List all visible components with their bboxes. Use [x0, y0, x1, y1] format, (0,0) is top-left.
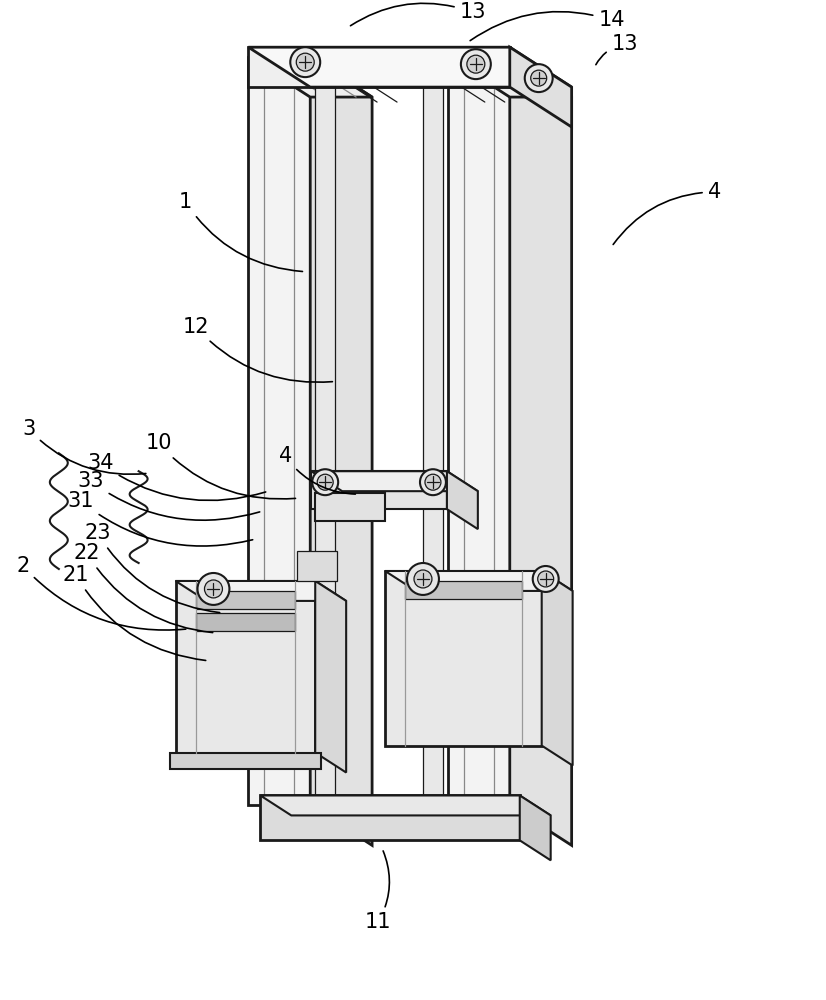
- Polygon shape: [510, 57, 572, 845]
- Polygon shape: [510, 47, 572, 127]
- Polygon shape: [311, 57, 372, 845]
- Polygon shape: [423, 62, 443, 800]
- Circle shape: [205, 580, 222, 598]
- Circle shape: [525, 64, 553, 92]
- Text: 11: 11: [365, 851, 392, 932]
- Text: 2: 2: [17, 556, 186, 630]
- Circle shape: [414, 570, 432, 588]
- Circle shape: [531, 70, 547, 86]
- Text: 14: 14: [470, 10, 624, 41]
- Polygon shape: [448, 57, 572, 97]
- Circle shape: [407, 563, 439, 595]
- Polygon shape: [249, 47, 572, 87]
- Circle shape: [538, 571, 553, 587]
- Polygon shape: [260, 795, 551, 815]
- Polygon shape: [249, 47, 510, 87]
- Circle shape: [290, 47, 320, 77]
- Polygon shape: [405, 581, 522, 599]
- Text: 34: 34: [88, 453, 266, 500]
- Polygon shape: [297, 551, 337, 581]
- Polygon shape: [176, 581, 316, 753]
- Polygon shape: [520, 795, 551, 860]
- Text: 31: 31: [68, 491, 253, 546]
- Text: 1: 1: [179, 192, 302, 271]
- Text: 21: 21: [63, 565, 206, 660]
- Text: 3: 3: [22, 419, 146, 474]
- Polygon shape: [311, 471, 478, 491]
- Text: 13: 13: [596, 34, 638, 65]
- Polygon shape: [542, 571, 572, 766]
- Text: 13: 13: [350, 2, 487, 26]
- Text: 12: 12: [183, 317, 332, 382]
- Circle shape: [317, 474, 333, 490]
- Polygon shape: [385, 571, 542, 746]
- Polygon shape: [447, 471, 478, 529]
- Circle shape: [425, 474, 441, 490]
- Polygon shape: [385, 571, 572, 591]
- Polygon shape: [316, 493, 385, 521]
- Text: 23: 23: [84, 523, 220, 613]
- Circle shape: [461, 49, 491, 79]
- Text: 22: 22: [74, 543, 212, 633]
- Circle shape: [420, 469, 446, 495]
- Polygon shape: [169, 753, 321, 769]
- Text: 10: 10: [145, 433, 296, 499]
- Polygon shape: [176, 581, 346, 601]
- Circle shape: [297, 53, 314, 71]
- Text: 4: 4: [613, 182, 721, 244]
- Text: 4: 4: [278, 446, 355, 494]
- Polygon shape: [196, 591, 295, 609]
- Polygon shape: [249, 57, 311, 805]
- Polygon shape: [316, 62, 335, 800]
- Circle shape: [533, 566, 558, 592]
- Polygon shape: [311, 471, 447, 509]
- Polygon shape: [316, 581, 346, 773]
- Polygon shape: [260, 795, 520, 840]
- Polygon shape: [448, 57, 510, 805]
- Circle shape: [312, 469, 338, 495]
- Circle shape: [197, 573, 230, 605]
- Polygon shape: [249, 57, 372, 97]
- Text: 33: 33: [78, 471, 259, 520]
- Circle shape: [467, 55, 485, 73]
- Polygon shape: [196, 613, 295, 631]
